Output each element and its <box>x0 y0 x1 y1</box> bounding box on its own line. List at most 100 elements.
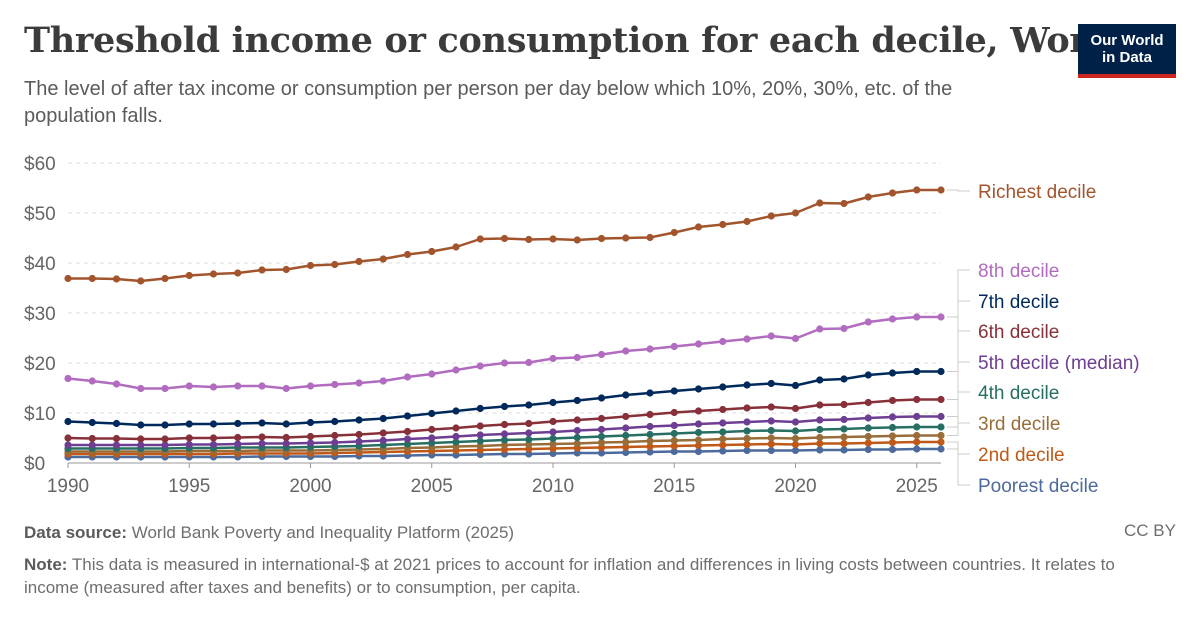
data-point <box>791 446 800 455</box>
data-point <box>937 367 945 376</box>
data-point <box>743 427 751 435</box>
data-point <box>597 350 606 359</box>
data-point <box>428 439 436 447</box>
data-point <box>209 270 218 278</box>
data-point <box>670 442 678 450</box>
data-point <box>646 422 654 431</box>
data-point <box>937 445 945 453</box>
data-point <box>622 412 630 421</box>
data-point <box>234 419 242 428</box>
series-label: 2nd decile <box>978 445 1065 466</box>
data-point <box>234 440 242 448</box>
data-point <box>743 404 751 412</box>
data-point <box>816 325 824 333</box>
data-point <box>888 423 897 432</box>
data-point <box>816 199 824 207</box>
data-point <box>525 450 533 458</box>
data-point <box>840 324 848 333</box>
series-line <box>67 370 941 427</box>
data-point <box>937 438 945 446</box>
data-point <box>888 413 897 421</box>
series-label: 4th decile <box>978 383 1059 404</box>
data-point <box>379 414 387 423</box>
chart-title: Threshold income or consumption for each… <box>24 20 1125 61</box>
data-point <box>88 274 96 283</box>
data-point <box>888 315 897 323</box>
data-point <box>331 260 339 269</box>
data-point <box>646 448 654 456</box>
owid-logo[interactable]: Our World in Data <box>1078 24 1176 78</box>
data-point <box>379 377 387 385</box>
data-point <box>500 436 509 444</box>
data-point <box>719 441 727 449</box>
data-point <box>888 189 897 197</box>
data-point <box>622 443 630 451</box>
data-point <box>209 383 218 391</box>
data-point <box>840 446 848 454</box>
data-point <box>622 438 630 446</box>
data-point <box>355 437 363 446</box>
note-text: This data is measured in international-$… <box>24 555 1115 597</box>
data-point <box>937 423 945 431</box>
data-point <box>573 416 581 424</box>
data-point <box>864 424 872 432</box>
data-point <box>743 434 751 443</box>
data-point <box>258 266 266 274</box>
data-point <box>573 449 581 457</box>
data-point <box>428 425 436 434</box>
data-point <box>743 335 751 343</box>
data-source-text[interactable]: World Bank Poverty and Inequality Platfo… <box>131 523 515 542</box>
chart-note: Note: This data is measured in internati… <box>24 553 1174 599</box>
label-connector <box>947 441 970 455</box>
data-point <box>500 430 509 438</box>
data-point <box>282 265 290 274</box>
data-point <box>209 440 218 449</box>
y-tick-label: $30 <box>24 304 56 325</box>
data-point <box>428 370 436 378</box>
data-point <box>597 443 606 452</box>
data-point <box>549 235 557 243</box>
data-point <box>840 415 848 424</box>
data-point <box>767 434 775 442</box>
data-point <box>306 418 315 427</box>
data-point <box>185 271 193 280</box>
data-point <box>646 410 654 419</box>
data-point <box>549 434 557 443</box>
label-connector <box>947 361 970 417</box>
data-point <box>840 375 848 383</box>
data-point <box>694 441 703 450</box>
data-point <box>137 435 145 443</box>
data-point <box>597 425 606 434</box>
data-point <box>379 255 387 263</box>
data-point <box>306 432 315 441</box>
license-badge[interactable]: CC BY <box>1124 521 1176 540</box>
data-point <box>452 438 460 446</box>
data-point <box>597 234 606 243</box>
data-point <box>816 416 824 424</box>
data-point <box>864 432 872 441</box>
data-point <box>452 407 460 415</box>
data-point <box>864 439 872 447</box>
x-tick-label: 1990 <box>47 476 89 497</box>
data-point <box>161 274 169 283</box>
data-point <box>112 419 121 428</box>
data-point <box>64 417 72 426</box>
x-tick-label: 2010 <box>532 476 574 497</box>
data-point <box>331 417 339 426</box>
series-label: Poorest decile <box>978 476 1098 497</box>
chart-subtitle: The level of after tax income or consump… <box>24 78 953 127</box>
data-point <box>719 383 727 391</box>
data-point <box>161 441 169 449</box>
data-point <box>670 387 678 395</box>
data-point <box>161 435 169 443</box>
data-point <box>913 438 921 446</box>
data-point <box>112 434 121 443</box>
x-tick-label: 2020 <box>774 476 816 497</box>
x-tick-label: 2000 <box>289 476 331 497</box>
data-point <box>500 402 509 411</box>
data-point <box>694 436 703 444</box>
data-point <box>331 380 339 389</box>
series-label: 7th decile <box>978 292 1059 313</box>
data-point <box>209 420 218 428</box>
data-point <box>476 362 484 370</box>
